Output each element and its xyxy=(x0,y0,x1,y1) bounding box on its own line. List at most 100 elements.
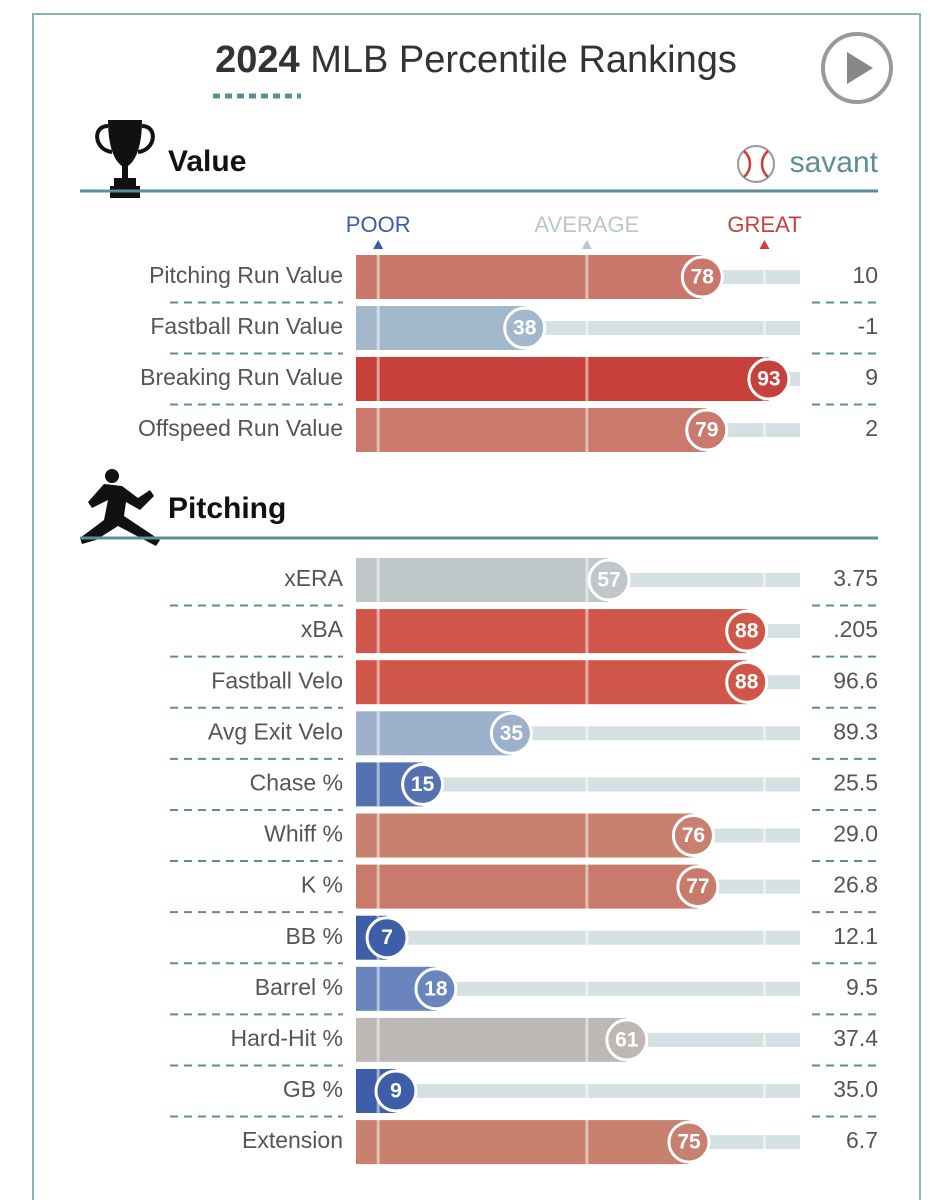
track xyxy=(693,828,800,843)
track xyxy=(511,726,800,741)
track xyxy=(609,573,800,587)
percentile-circle xyxy=(587,558,631,602)
row-label: K % xyxy=(301,872,343,898)
play-icon[interactable] xyxy=(847,52,873,84)
stat-value: 6.7 xyxy=(846,1127,878,1153)
track xyxy=(422,777,800,792)
percentile-label: 78 xyxy=(691,266,715,289)
row-label: Hard-Hit % xyxy=(231,1025,343,1051)
percentile-label: 77 xyxy=(686,875,709,898)
row-label: xERA xyxy=(284,565,343,591)
tick-marker xyxy=(581,240,592,249)
track xyxy=(697,879,800,894)
stat-value: 9.5 xyxy=(846,974,878,1000)
track xyxy=(524,321,800,335)
percentile-circle xyxy=(667,1120,711,1164)
tick-marker xyxy=(373,240,384,249)
percentile-label: 79 xyxy=(695,419,718,442)
bar xyxy=(356,558,610,602)
percentile-label: 15 xyxy=(411,773,435,796)
stat-value: 26.8 xyxy=(833,872,878,898)
track xyxy=(435,981,800,996)
frame xyxy=(32,13,921,1200)
baseball-icon xyxy=(737,145,775,183)
bar xyxy=(356,813,694,858)
percentile-label: 38 xyxy=(513,317,537,340)
title-text: MLB Percentile Rankings xyxy=(310,39,737,81)
row-label: Chase % xyxy=(250,769,343,795)
percentile-label: 88 xyxy=(735,671,759,694)
percentile-circle xyxy=(503,306,547,350)
bar xyxy=(356,306,525,350)
percentile-label: 35 xyxy=(500,722,524,745)
section-title: Pitching xyxy=(168,492,286,525)
percentile-circle xyxy=(489,711,533,755)
x-tick-label: AVERAGE xyxy=(535,212,640,237)
track xyxy=(387,930,800,945)
title-year: 2024 xyxy=(215,39,300,81)
pitcher-icon xyxy=(80,469,160,546)
percentile-circle xyxy=(605,1018,649,1062)
bar xyxy=(356,357,769,401)
stat-value: 12.1 xyxy=(833,923,878,949)
stat-value: 25.5 xyxy=(833,769,878,795)
bar xyxy=(356,864,698,909)
row-label: Pitching Run Value xyxy=(149,262,343,288)
percentile-label: 9 xyxy=(390,1080,402,1103)
track xyxy=(626,1032,800,1047)
x-tick-label: POOR xyxy=(346,212,411,237)
bar xyxy=(356,1017,627,1062)
percentile-circle xyxy=(414,967,458,1011)
brand: savant xyxy=(790,146,879,179)
x-tick-label: GREAT xyxy=(727,212,801,237)
bar xyxy=(356,711,512,756)
row-label: Barrel % xyxy=(255,974,343,1000)
percentile-circle xyxy=(747,357,791,401)
track xyxy=(689,1135,800,1150)
stat-value: 35.0 xyxy=(833,1076,878,1102)
row-label: GB % xyxy=(283,1076,343,1102)
track xyxy=(706,423,800,437)
percentile-circle xyxy=(680,255,724,299)
percentile-circle xyxy=(401,762,445,806)
percentile-label: 93 xyxy=(757,368,780,391)
row-label: Whiff % xyxy=(264,821,343,847)
stat-value: 96.6 xyxy=(833,667,878,693)
percentile-circle xyxy=(685,408,729,452)
bar xyxy=(356,609,747,654)
row-label: Breaking Run Value xyxy=(140,364,343,390)
row-label: Fastball Run Value xyxy=(150,313,343,339)
percentile-label: 76 xyxy=(682,824,705,847)
stat-value: 37.4 xyxy=(833,1025,878,1051)
stat-value: 29.0 xyxy=(833,821,878,847)
row-label: xBA xyxy=(301,616,344,642)
stat-value: 3.75 xyxy=(833,565,878,591)
percentile-circle xyxy=(671,814,715,857)
tick-marker xyxy=(759,240,770,249)
stat-value: 89.3 xyxy=(833,718,878,744)
page-title: 2024 MLB Percentile Rankings xyxy=(215,39,737,81)
percentile-label: 61 xyxy=(615,1028,639,1051)
row-label: BB % xyxy=(285,923,343,949)
stat-value: 10 xyxy=(852,262,878,288)
percentile-label: 88 xyxy=(735,620,759,643)
stat-value: 9 xyxy=(865,364,878,390)
stat-value: 2 xyxy=(865,415,878,441)
percentile-label: 57 xyxy=(597,569,620,592)
bar xyxy=(356,660,747,705)
stat-value: -1 xyxy=(858,313,878,339)
bar xyxy=(356,408,707,452)
play-button[interactable] xyxy=(821,32,893,104)
percentile-label: 75 xyxy=(677,1131,701,1154)
bar xyxy=(356,1120,689,1165)
percentile-circle xyxy=(725,660,769,704)
percentile-circle xyxy=(365,916,409,960)
row-label: Avg Exit Velo xyxy=(208,718,343,744)
row-label: Extension xyxy=(242,1127,343,1153)
stat-value: .205 xyxy=(833,616,878,642)
track xyxy=(702,270,800,284)
percentile-circle xyxy=(725,609,769,653)
bar xyxy=(356,255,703,299)
section-title: Value xyxy=(168,145,246,178)
